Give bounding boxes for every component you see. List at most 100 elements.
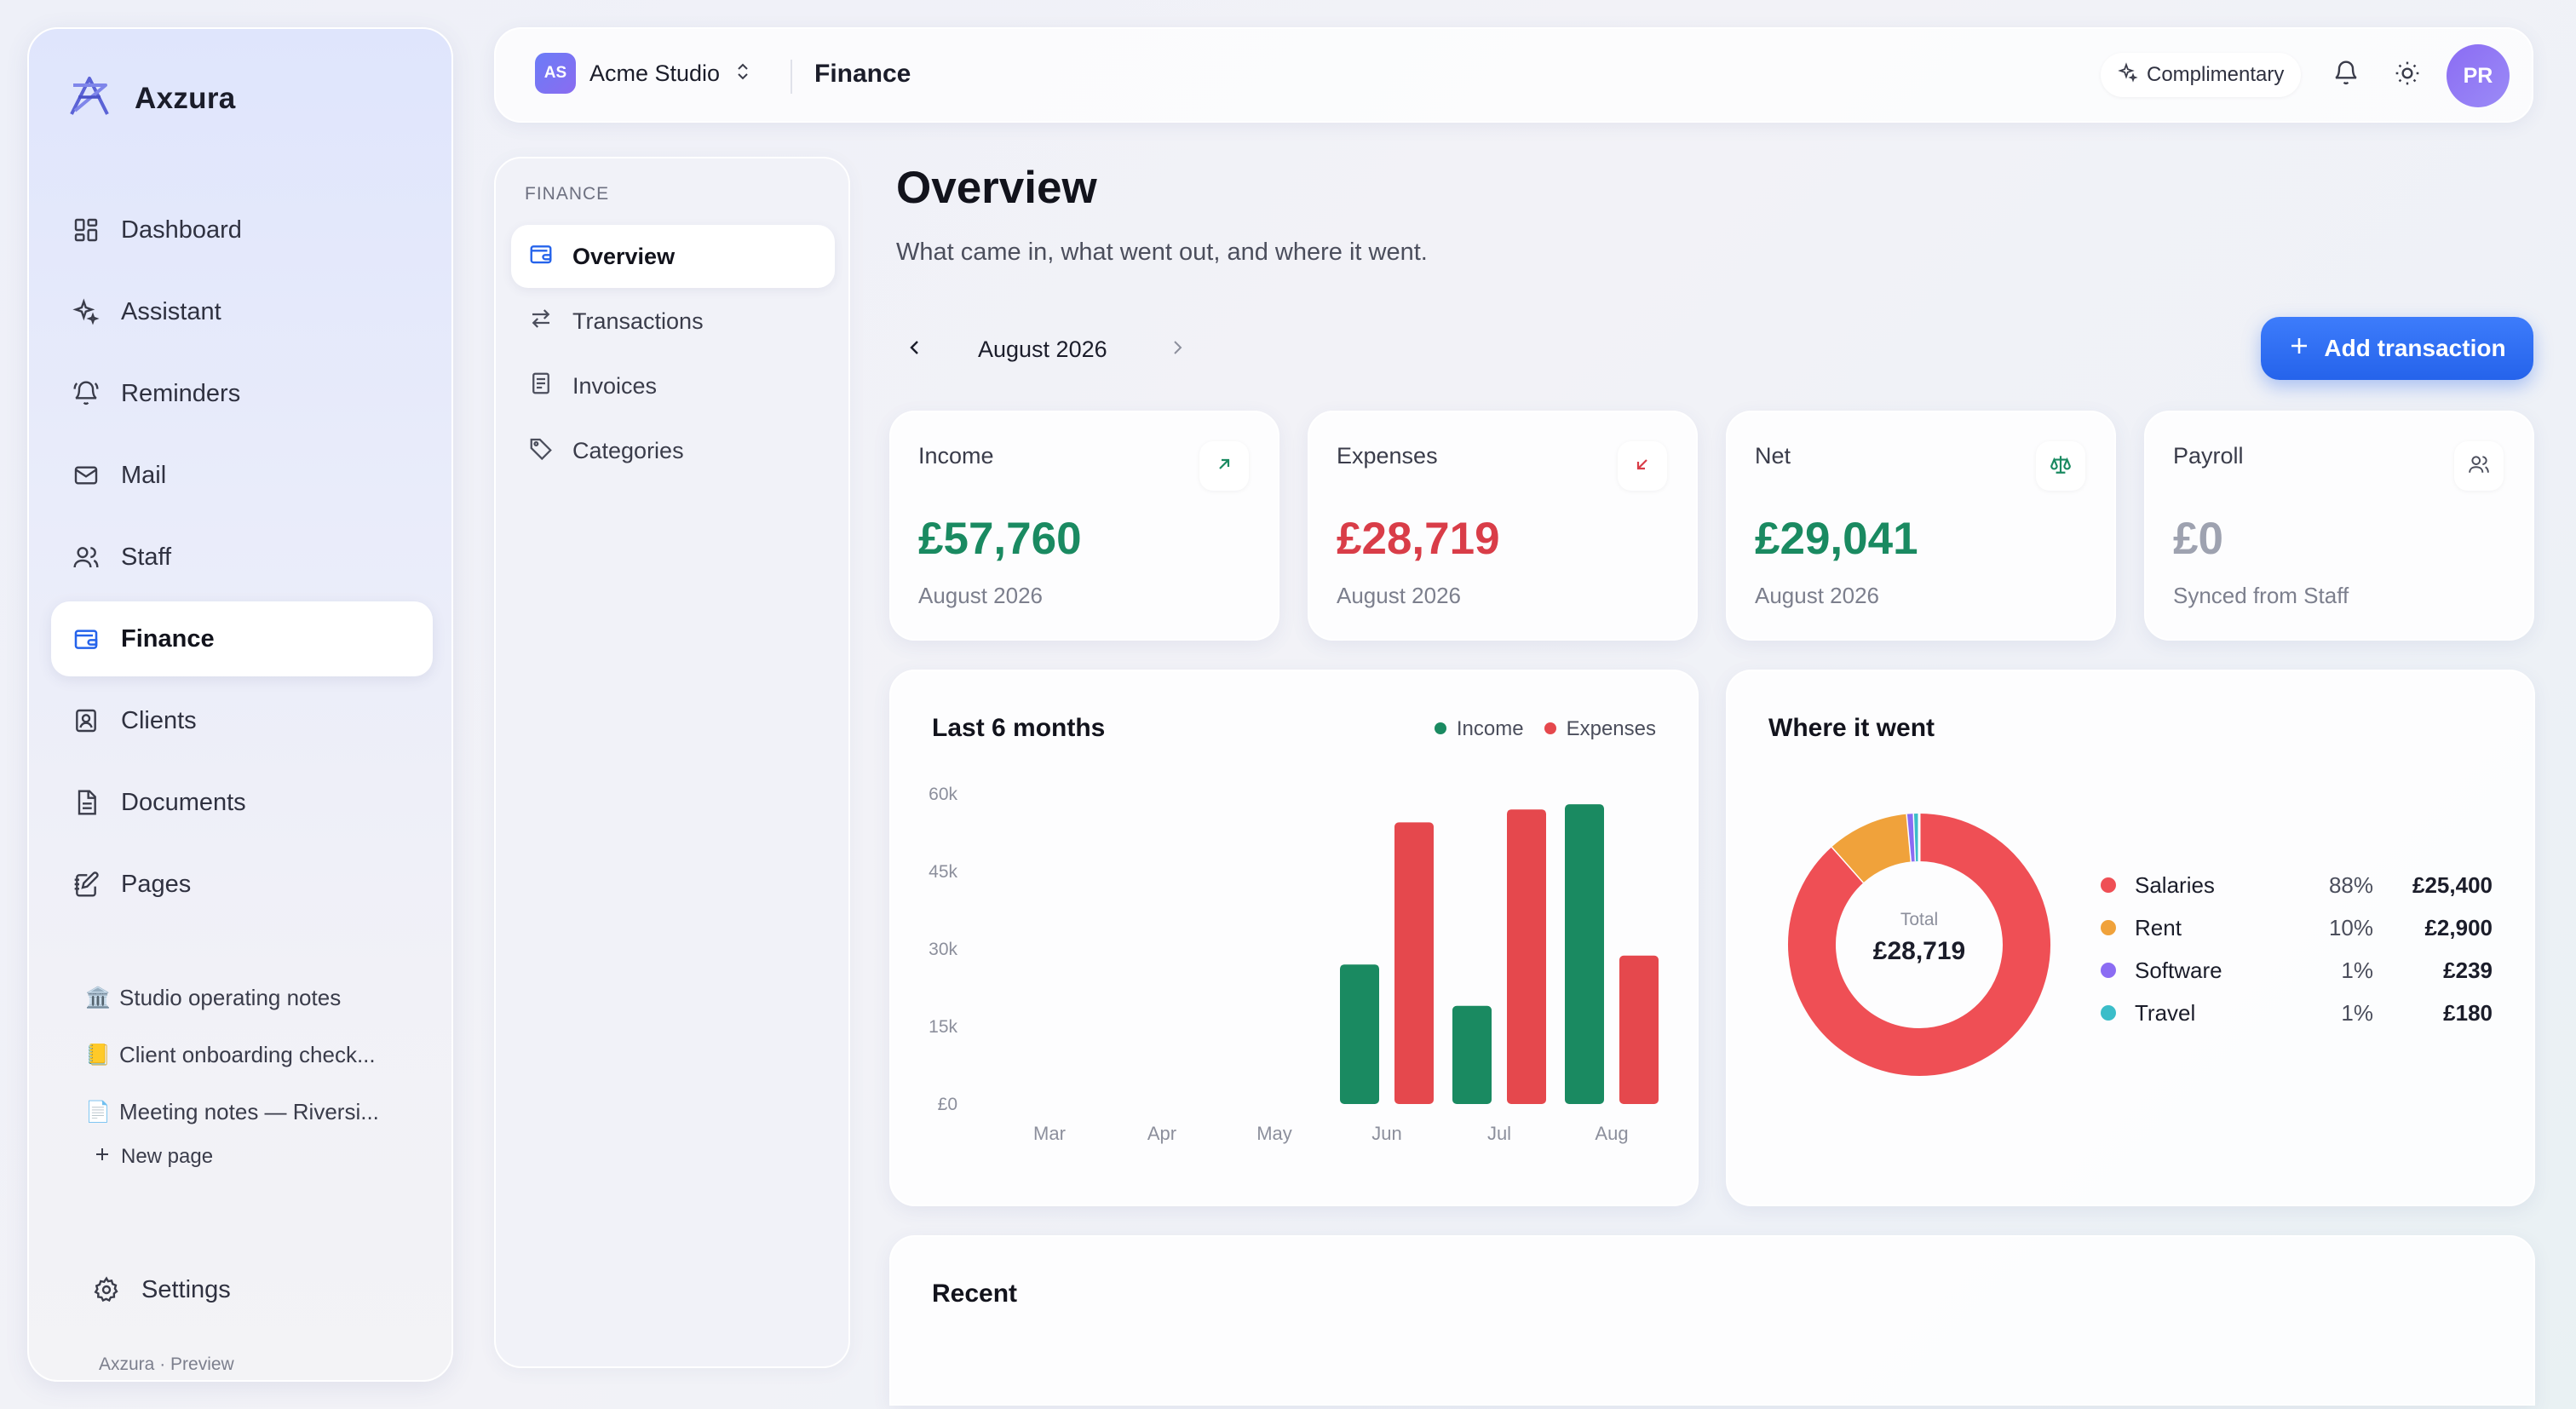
subnav-list: Overview Transactions Invoices Categorie… — [511, 225, 835, 484]
new-page-label: New page — [121, 1145, 214, 1168]
theme-toggle-button[interactable] — [2389, 56, 2426, 94]
chart-card: Last 6 months Income Expenses 60k 45k 30k 1… — [889, 670, 1699, 1206]
donut-slice-salaries — [1788, 814, 2050, 1076]
sidebar-item-staff[interactable]: Staff — [51, 520, 433, 595]
y-tick-label: 30k — [929, 940, 957, 959]
stat-footnote: August 2026 — [1755, 583, 1880, 608]
next-month-button[interactable] — [1157, 329, 1198, 370]
stat-icon-badge — [2036, 441, 2085, 491]
plus-icon — [2288, 335, 2310, 363]
workspace-switcher[interactable]: AS Acme Studio — [535, 53, 752, 94]
sidebar-item-assistant[interactable]: Assistant — [51, 274, 433, 349]
page-label: Meeting notes — Riversi... — [119, 1099, 379, 1124]
page-link[interactable]: 📒 Client onboarding check... — [85, 1027, 443, 1084]
notebook-pen-icon — [72, 870, 101, 899]
grid-icon — [72, 216, 101, 244]
sidebar-item-label: Mail — [121, 461, 167, 489]
sidebar-item-settings[interactable]: Settings — [72, 1254, 231, 1326]
category-amount: £180 — [2443, 999, 2493, 1026]
category-percent: 1% — [2341, 957, 2373, 983]
donut-center-label: Total — [1900, 910, 1939, 929]
arrow-up-right-icon — [1214, 454, 1234, 479]
legend-dot — [2101, 920, 2116, 935]
scale-icon — [2050, 453, 2072, 480]
gear-icon — [92, 1275, 121, 1304]
month-navigator: August 2026 — [894, 329, 1198, 370]
subnav-item-categories[interactable]: Categories — [511, 419, 835, 482]
sidebar-item-label: Dashboard — [121, 216, 242, 244]
sidebar-item-label: Finance — [121, 624, 215, 653]
page-emoji: 📒 — [85, 1044, 111, 1067]
subnav-item-overview[interactable]: Overview — [511, 225, 835, 288]
subnav-label: Overview — [572, 243, 676, 269]
page-label: Studio operating notes — [119, 985, 342, 1010]
tag-icon — [528, 435, 554, 467]
add-transaction-button[interactable]: Add transaction — [2261, 317, 2533, 380]
sidebar-item-mail[interactable]: Mail — [51, 438, 433, 513]
x-tick-label: Jul — [1487, 1123, 1511, 1144]
sparkles-icon — [72, 297, 101, 326]
x-tick-label: Mar — [1033, 1123, 1066, 1144]
workspace-badge: AS — [535, 53, 576, 94]
category-name: Travel — [2135, 999, 2196, 1026]
legend-dot — [1544, 722, 1556, 734]
logo-icon — [66, 73, 112, 124]
stat-card-net: Net £29,041 August 2026 — [1726, 411, 2116, 641]
brand[interactable]: Axzura — [66, 73, 236, 124]
subnav-item-invoices[interactable]: Invoices — [511, 354, 835, 417]
x-tick-label: Aug — [1595, 1123, 1628, 1144]
sidebar-item-pages[interactable]: Pages — [51, 847, 433, 922]
recent-title: Recent — [932, 1280, 1018, 1308]
stat-footnote: Synced from Staff — [2173, 583, 2349, 608]
avatar[interactable]: PR — [2447, 44, 2510, 107]
bell-ring-icon — [72, 379, 101, 408]
sidebar-item-documents[interactable]: Documents — [51, 765, 433, 840]
category-amount: £239 — [2443, 957, 2493, 983]
x-tick-label: Apr — [1147, 1123, 1176, 1144]
sidebar-item-finance[interactable]: Finance — [51, 601, 433, 676]
brand-name: Axzura — [135, 81, 236, 115]
legend-item: Expenses — [1544, 717, 1656, 741]
donut-card: Where it went Total £28,719 Salaries 88%… — [1726, 670, 2535, 1206]
donut-separator — [1906, 814, 1913, 862]
category-percent: 1% — [2341, 999, 2373, 1026]
bar-expenses — [1394, 822, 1434, 1104]
stat-icon-badge — [1199, 441, 1249, 491]
app-footer: Axzura · Preview — [99, 1354, 234, 1374]
category-name: Software — [2135, 957, 2222, 983]
subnav-label: Transactions — [572, 308, 704, 334]
bar-income — [1565, 804, 1604, 1104]
recent-card: Recent — [889, 1235, 2535, 1406]
stat-icon-badge — [1618, 441, 1667, 491]
legend-item: Income — [1434, 717, 1524, 741]
stat-value: £57,760 — [918, 514, 1082, 564]
prev-month-button[interactable] — [894, 329, 935, 370]
bar-income — [1452, 1005, 1492, 1104]
arrow-down-left-icon — [1632, 454, 1653, 479]
bar-income — [1340, 964, 1379, 1104]
sidebar-item-clients[interactable]: Clients — [51, 683, 433, 758]
wallet-icon — [528, 241, 554, 273]
stat-label: Net — [1755, 443, 1791, 469]
add-transaction-label: Add transaction — [2324, 335, 2506, 361]
sidebar-item-reminders[interactable]: Reminders — [51, 356, 433, 431]
sidebar-item-label: Clients — [121, 706, 197, 734]
donut-legend-row: Travel 1% £180 — [2101, 992, 2493, 1034]
subnav-heading: FINANCE — [525, 184, 610, 204]
sidebar-item-dashboard[interactable]: Dashboard — [51, 193, 433, 267]
plan-badge[interactable]: Complimentary — [2101, 53, 2302, 97]
legend-label: Expenses — [1566, 717, 1656, 740]
page-link[interactable]: 📄 Meeting notes — Riversi... — [85, 1084, 443, 1141]
users-icon — [2468, 453, 2490, 480]
stat-card-expenses: Expenses £28,719 August 2026 — [1308, 411, 1698, 641]
donut-center-value: £28,719 — [1872, 937, 1966, 965]
page-link[interactable]: 🏛️ Studio operating notes — [85, 969, 443, 1027]
contact-icon — [72, 706, 101, 735]
subnav-item-transactions[interactable]: Transactions — [511, 290, 835, 353]
donut-separator — [1912, 814, 1918, 862]
bar-chart: 60k 45k 30k 15k £0 Mar Apr May Jun Jul Aug — [929, 785, 1659, 1144]
new-page-button[interactable]: New page — [94, 1145, 213, 1169]
bar-expenses — [1507, 809, 1546, 1104]
sidebar-item-label: Pages — [121, 870, 192, 898]
notifications-button[interactable] — [2327, 56, 2365, 94]
